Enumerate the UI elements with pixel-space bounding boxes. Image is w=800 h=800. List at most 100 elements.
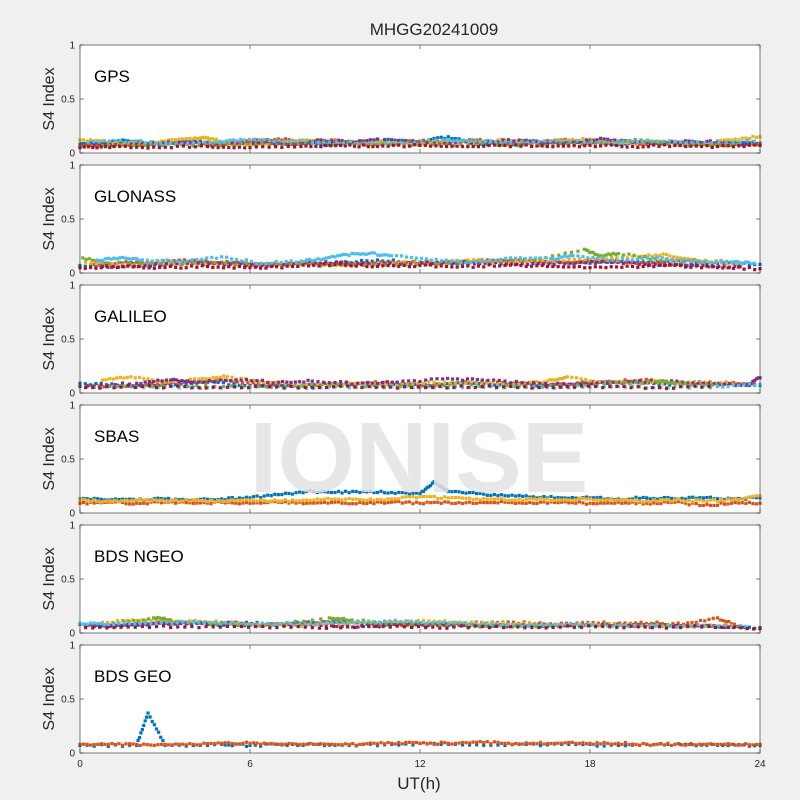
data-point <box>193 145 198 149</box>
data-point <box>588 741 592 745</box>
data-point <box>606 498 610 502</box>
data-point <box>174 622 178 626</box>
data-point <box>397 143 401 147</box>
data-point <box>531 261 535 266</box>
data-point <box>361 501 365 505</box>
data-point <box>593 380 597 384</box>
data-point <box>379 382 383 386</box>
data-point <box>466 626 470 630</box>
data-point <box>138 743 142 748</box>
data-point <box>122 619 126 623</box>
data-point <box>418 501 422 505</box>
data-point <box>230 140 234 145</box>
data-point <box>277 139 281 143</box>
data-point <box>146 711 150 715</box>
data-point <box>149 621 153 625</box>
data-point <box>393 497 397 501</box>
data-point <box>309 144 313 149</box>
data-point <box>368 138 373 142</box>
data-point <box>718 618 722 622</box>
data-point <box>645 496 649 500</box>
data-point <box>534 624 538 628</box>
data-point <box>508 258 512 262</box>
data-point <box>349 264 353 268</box>
data-point <box>328 620 332 625</box>
data-point <box>101 258 105 262</box>
data-point <box>85 498 89 503</box>
data-point <box>473 622 477 626</box>
data-point <box>390 380 394 384</box>
data-point <box>377 620 381 624</box>
data-point <box>466 381 470 385</box>
data-point <box>668 254 672 258</box>
data-point <box>81 742 86 746</box>
data-point <box>331 385 336 389</box>
data-point <box>117 140 121 144</box>
data-point <box>211 142 215 147</box>
data-point <box>744 142 748 146</box>
data-point <box>135 622 139 626</box>
data-point <box>279 260 283 265</box>
data-point <box>120 138 125 142</box>
data-point <box>126 384 130 388</box>
data-point <box>413 143 417 147</box>
data-point <box>588 258 592 262</box>
data-point <box>730 498 734 502</box>
data-point <box>177 742 181 746</box>
data-point <box>457 741 461 745</box>
data-point <box>190 386 194 390</box>
data-point <box>273 380 277 384</box>
data-point <box>204 143 208 147</box>
data-point <box>106 261 110 265</box>
data-point <box>379 497 383 502</box>
data-point <box>190 624 194 629</box>
data-point <box>387 253 391 257</box>
data-point <box>464 496 468 501</box>
data-point <box>594 384 598 389</box>
data-point <box>234 621 238 625</box>
data-point <box>159 142 163 146</box>
data-point <box>149 142 153 146</box>
data-point <box>596 257 600 261</box>
data-point <box>433 138 438 142</box>
data-point <box>315 497 319 501</box>
data-point <box>185 259 189 263</box>
data-point <box>719 138 723 143</box>
data-point <box>304 620 308 624</box>
data-point <box>391 141 395 145</box>
data-point <box>361 261 365 265</box>
data-point <box>503 498 507 502</box>
data-point <box>625 258 630 262</box>
data-point <box>305 489 309 493</box>
data-point <box>602 137 606 141</box>
data-point <box>653 379 657 383</box>
data-point <box>220 497 224 501</box>
data-point <box>429 483 433 488</box>
data-point <box>239 378 243 382</box>
data-point <box>662 622 666 627</box>
data-point <box>180 379 184 383</box>
data-point <box>301 138 305 142</box>
data-point <box>248 496 252 500</box>
data-point <box>528 258 532 262</box>
data-point <box>177 379 181 384</box>
data-point <box>646 264 651 268</box>
data-point <box>402 145 406 149</box>
data-point <box>336 383 341 387</box>
data-point <box>232 624 237 629</box>
data-point <box>616 500 620 504</box>
data-point <box>145 502 149 506</box>
data-point <box>177 258 181 262</box>
data-point <box>453 501 458 505</box>
data-point <box>747 141 751 145</box>
data-point <box>244 263 248 268</box>
data-point <box>261 145 265 149</box>
data-point <box>687 139 691 143</box>
data-point <box>400 138 404 142</box>
data-point <box>504 256 508 260</box>
data-point <box>694 144 698 148</box>
data-point <box>346 625 350 629</box>
data-point <box>97 140 101 144</box>
data-point <box>694 498 698 502</box>
data-point <box>589 260 594 264</box>
